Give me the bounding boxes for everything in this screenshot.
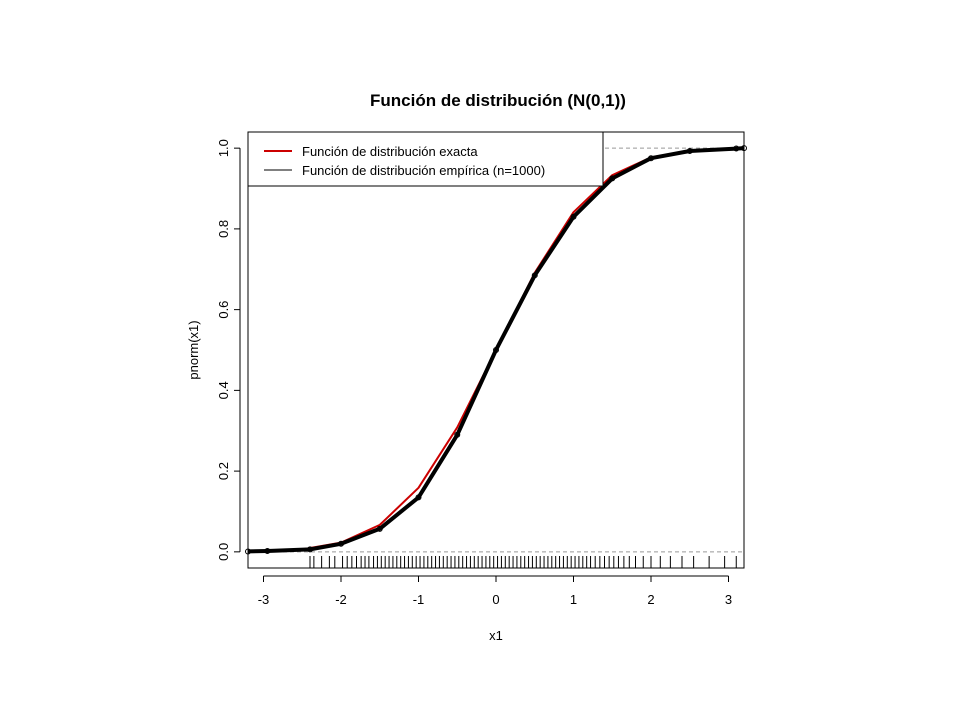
x-tick-label: 2 xyxy=(647,592,654,607)
data-point xyxy=(531,272,538,279)
legend-exact-label: Función de distribución exacta xyxy=(302,144,478,159)
y-tick-label: 0.6 xyxy=(216,301,231,319)
legend-box xyxy=(247,131,604,187)
data-point xyxy=(686,147,693,154)
data-point xyxy=(493,347,499,353)
y-tick-label: 0.2 xyxy=(216,462,231,480)
y-tick-label: 0.0 xyxy=(216,543,231,561)
data-point xyxy=(415,494,422,501)
legend-empirical-label: Función de distribución empírica (n=1000… xyxy=(302,163,545,178)
y-axis-label: pnorm(x1) xyxy=(186,320,201,379)
y-tick-label: 0.4 xyxy=(216,381,231,399)
data-point xyxy=(338,540,344,547)
series-layer xyxy=(245,145,747,555)
x-tick-label: -1 xyxy=(413,592,425,607)
x-tick-label: 1 xyxy=(570,592,577,607)
x-tick-label: 0 xyxy=(492,592,499,607)
data-point xyxy=(733,145,740,152)
x-tick-label: -2 xyxy=(335,592,347,607)
data-point xyxy=(609,175,616,182)
data-point xyxy=(454,431,461,438)
data-point xyxy=(264,548,271,555)
data-point xyxy=(307,546,313,553)
series-1 xyxy=(245,145,747,555)
legend: Función de distribución exacta Función d… xyxy=(247,131,604,187)
x-tick-label: -3 xyxy=(258,592,270,607)
y-tick-label: 1.0 xyxy=(216,139,231,157)
x-tick-label: 3 xyxy=(725,592,732,607)
data-point xyxy=(376,525,383,532)
x-axis: -3 -2 -1 0 1 2 3 xyxy=(258,575,732,607)
chart-title: Función de distribución (N(0,1)) xyxy=(370,91,626,110)
data-point xyxy=(570,213,577,220)
x-axis-label: x1 xyxy=(489,628,503,643)
y-axis: 0.0 0.2 0.4 0.6 0.8 1.0 xyxy=(216,139,241,561)
data-point xyxy=(648,155,654,162)
rug-marks xyxy=(309,556,737,568)
series-line xyxy=(247,146,745,554)
y-tick-label: 0.8 xyxy=(216,220,231,238)
